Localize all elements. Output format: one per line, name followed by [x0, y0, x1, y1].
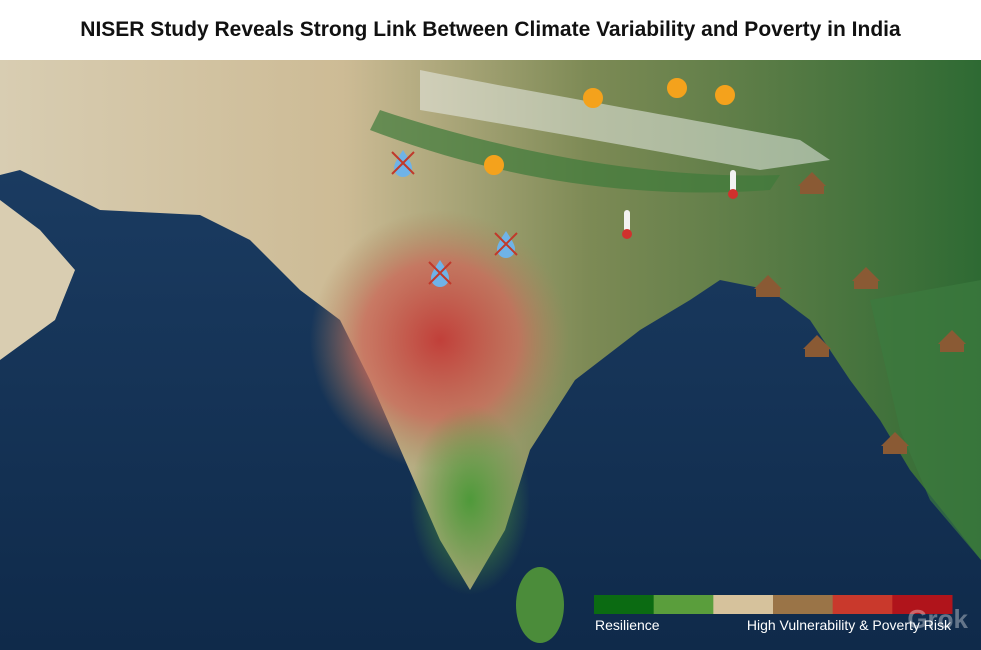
arabia: [0, 200, 75, 360]
thermometer-icons: [622, 170, 738, 239]
sun-icons: [484, 78, 735, 175]
watermark: Grok: [907, 604, 968, 634]
legend-high-label: High Vulnerability & Poverty Risk: [747, 617, 952, 633]
legend-low-label: Resilience: [595, 617, 660, 633]
legend: [594, 595, 953, 614]
drought-icons: [391, 150, 518, 287]
legend-swatch: [594, 595, 655, 614]
title: NISER Study Reveals Strong Link Between …: [0, 0, 981, 60]
gangetic-band: [370, 110, 780, 193]
sri-lanka: [516, 567, 564, 643]
legend-swatch: [653, 595, 714, 614]
legend-swatch: [832, 595, 893, 614]
legend-swatch: [713, 595, 774, 614]
hut-icons: [754, 172, 966, 454]
risk-zone: [310, 210, 570, 470]
himalaya-snow: [420, 70, 830, 170]
map: Resilience High Vulnerability & Poverty …: [0, 60, 981, 650]
resilient-zone: [410, 405, 530, 595]
legend-swatch: [892, 595, 953, 614]
legend-swatch: [773, 595, 834, 614]
